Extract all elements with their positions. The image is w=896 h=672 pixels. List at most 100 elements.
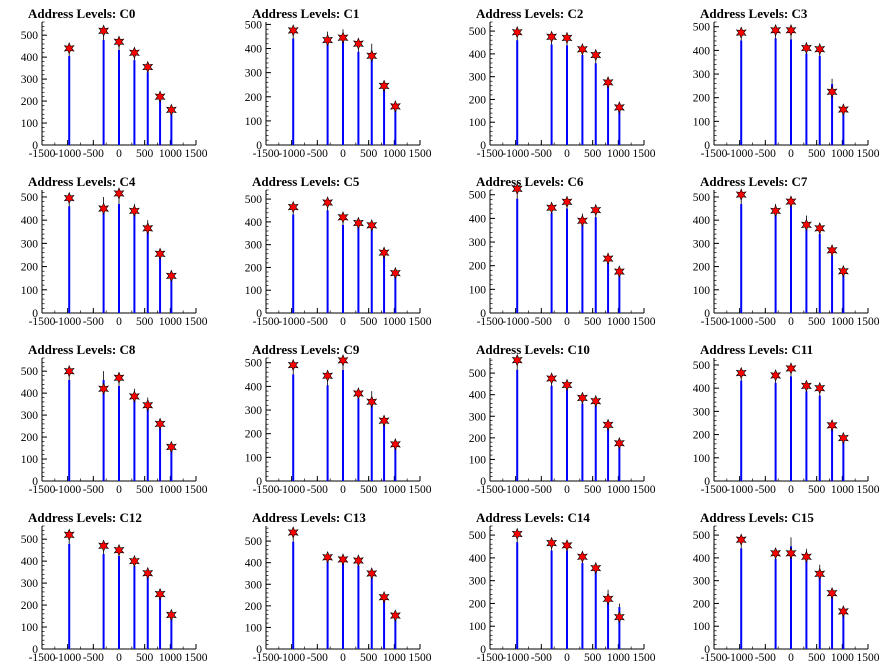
data-bar-fill: [292, 374, 295, 481]
x-tick-label: -500: [83, 652, 104, 664]
peak-marker: [154, 417, 166, 431]
peak-marker: [735, 533, 747, 546]
x-tick-label: -1500: [253, 652, 280, 664]
data-bar-fill: [357, 224, 360, 313]
chart-svg: Address Levels: C10100200300400500-1500-…: [245, 6, 432, 160]
peak-marker: [389, 100, 401, 113]
x-tick-label: -1500: [701, 652, 728, 664]
x-tick-label: 0: [340, 652, 346, 664]
y-tick-label: 100: [21, 622, 39, 634]
chart-svg: Address Levels: C90100200300400500-1500-…: [245, 342, 432, 496]
peak-marker: [826, 418, 838, 432]
data-bar-fill: [159, 99, 162, 145]
chart-title: Address Levels: C15: [700, 510, 814, 525]
y-tick-label: 300: [245, 405, 263, 417]
chart-title: Address Levels: C9: [252, 342, 360, 357]
data-bar-fill: [383, 89, 386, 145]
data-bar-fill: [68, 543, 71, 649]
peak-marker: [826, 244, 838, 257]
peak-marker: [352, 387, 364, 400]
x-tick-label: 1500: [185, 652, 208, 664]
y-tick-label: 400: [245, 217, 263, 229]
data-bar-fill: [146, 574, 149, 649]
peak-marker: [576, 391, 588, 405]
y-tick-label: 400: [469, 213, 487, 225]
data-bar-fill: [842, 110, 845, 145]
y-tick-label: 400: [693, 45, 711, 57]
data-bar-fill: [68, 379, 71, 481]
peak-marker: [366, 395, 378, 409]
data-bar-fill: [370, 51, 373, 145]
y-tick-label: 100: [21, 285, 39, 297]
y-tick-label: 0: [480, 644, 486, 656]
data-bar-fill: [292, 38, 295, 145]
data-bar-fill: [618, 109, 621, 145]
data-bar-fill: [146, 72, 149, 145]
data-bar-fill: [831, 594, 834, 649]
data-bar-fill: [550, 44, 553, 146]
chart-title: Address Levels: C10: [476, 342, 590, 357]
data-bar-fill: [68, 206, 71, 313]
peak-marker: [590, 48, 602, 62]
x-tick-label: 0: [116, 148, 122, 160]
peak-marker: [800, 379, 812, 393]
peak-marker: [785, 195, 797, 208]
peak-marker: [366, 567, 378, 580]
peak-marker: [63, 191, 75, 205]
data-bar-fill: [790, 376, 792, 481]
y-tick-label: 400: [21, 388, 39, 400]
data-bar-fill: [342, 563, 344, 649]
peak-marker: [770, 204, 782, 218]
y-tick-label: 100: [469, 284, 487, 296]
x-tick-label: -500: [83, 148, 104, 160]
data-bar-fill: [357, 398, 360, 481]
x-tick-label: 1500: [857, 484, 880, 496]
peak-marker: [826, 85, 838, 99]
y-tick-label: 400: [693, 215, 711, 227]
y-tick-label: 100: [469, 117, 487, 129]
peak-marker: [590, 561, 602, 575]
peak-marker: [337, 354, 349, 367]
y-tick-label: 500: [245, 536, 263, 548]
y-tick-label: 200: [245, 262, 263, 274]
x-tick-label: -500: [83, 484, 104, 496]
peak-marker: [322, 550, 334, 564]
x-tick-label: -500: [83, 316, 104, 328]
x-tick-label: -500: [755, 148, 776, 160]
y-tick-label: 0: [32, 140, 38, 152]
peak-marker: [378, 246, 390, 259]
data-bar-fill: [370, 398, 373, 481]
y-tick-label: 500: [245, 194, 263, 206]
chart-svg: Address Levels: C14 0 100 200 300 400 500 -1500…: [469, 510, 656, 664]
x-tick-label: 1500: [633, 652, 656, 664]
x-tick-label: 500: [136, 316, 154, 328]
x-tick-label: 0: [564, 484, 570, 496]
data-bar-fill: [566, 45, 568, 145]
peak-marker: [735, 366, 747, 380]
data-bar-fill: [394, 446, 397, 481]
y-tick-label: 500: [21, 192, 39, 204]
peak-marker: [561, 195, 573, 209]
x-tick-label: 0: [788, 652, 794, 664]
chart-title: Address Levels: C13: [252, 510, 366, 525]
peak-marker: [613, 101, 625, 114]
y-tick-label: 100: [469, 454, 487, 466]
y-tick-label: 100: [21, 118, 39, 130]
x-tick-label: -1000: [502, 484, 529, 496]
x-tick-label: 500: [808, 316, 826, 328]
x-tick-label: 0: [116, 652, 122, 664]
chart-panel-0: Address Levels: C0 0 100 200 300 400 500 -1500-…: [0, 0, 224, 168]
data-bar-fill: [326, 561, 329, 649]
chart-panel-11: Address Levels: C11 0 100 200 300 400 500 -1500…: [672, 336, 896, 504]
x-tick-label: -1500: [253, 316, 280, 328]
peak-marker: [837, 264, 849, 278]
y-tick-label: 500: [245, 19, 263, 31]
data-bar-fill: [805, 53, 808, 145]
y-tick-label: 500: [245, 358, 263, 370]
data-bar-fill: [516, 198, 519, 313]
data-bar-fill: [146, 404, 149, 481]
peak-marker: [814, 567, 826, 581]
x-tick-label: 1000: [383, 148, 406, 160]
peak-marker: [576, 550, 588, 564]
peak-marker: [770, 547, 782, 560]
